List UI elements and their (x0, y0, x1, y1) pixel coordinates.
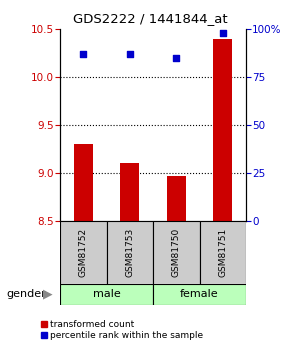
Text: female: female (180, 289, 219, 299)
Bar (153, 221, 200, 285)
Bar (153, 284, 246, 305)
Bar (167, 176, 185, 221)
Text: GSM81751: GSM81751 (218, 228, 227, 277)
Bar (214, 39, 232, 221)
Text: GSM81752: GSM81752 (79, 228, 88, 277)
Text: GSM81750: GSM81750 (172, 228, 181, 277)
Text: ▶: ▶ (43, 288, 52, 301)
Bar (60, 221, 106, 285)
Text: male: male (93, 289, 120, 299)
Bar (106, 221, 153, 285)
Bar (121, 164, 139, 221)
Legend: transformed count, percentile rank within the sample: transformed count, percentile rank withi… (37, 316, 207, 344)
Bar (74, 144, 93, 221)
Text: GDS2222 / 1441844_at: GDS2222 / 1441844_at (73, 12, 227, 25)
Point (128, 51, 132, 57)
Text: GSM81753: GSM81753 (125, 228, 134, 277)
Text: gender: gender (6, 289, 46, 299)
Point (220, 30, 225, 36)
Bar (200, 221, 246, 285)
Point (81, 51, 86, 57)
Bar (60, 284, 153, 305)
Point (174, 55, 179, 61)
